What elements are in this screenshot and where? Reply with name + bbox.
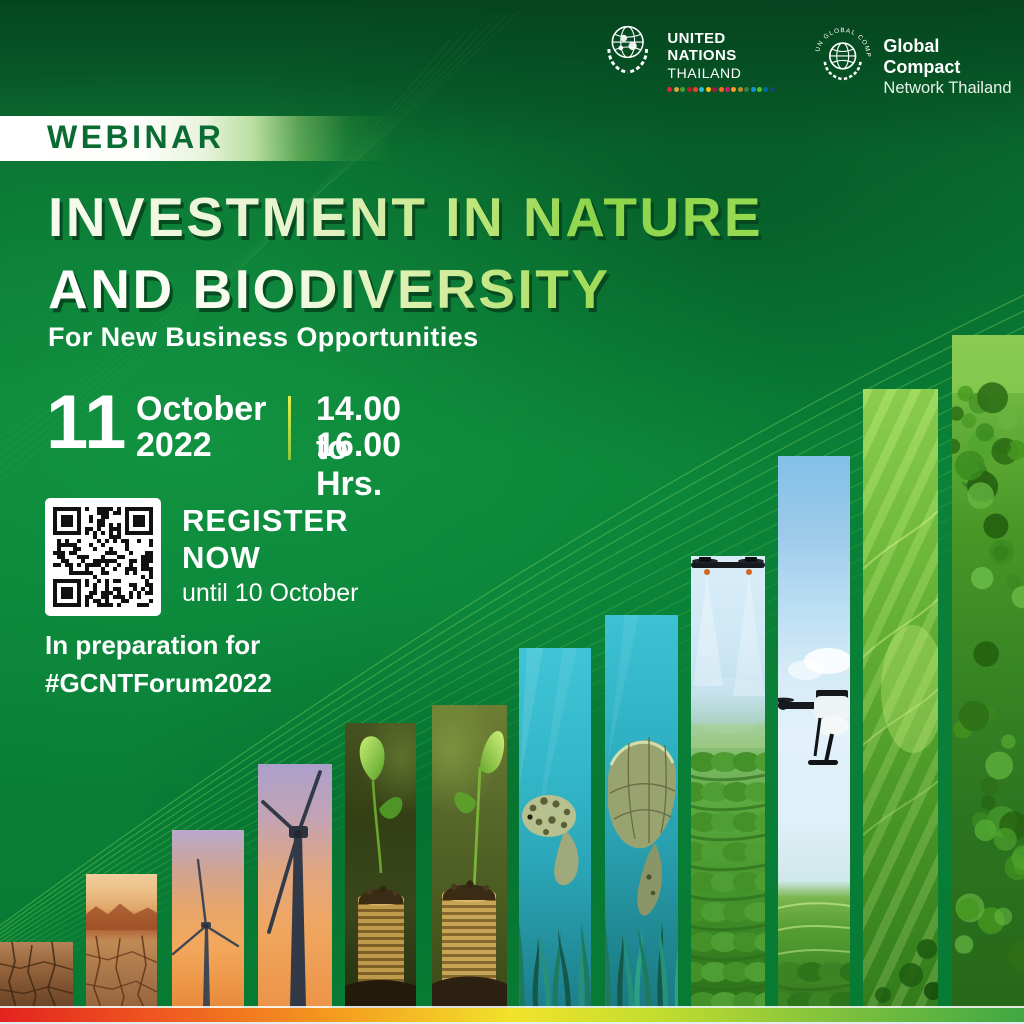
sdg-dot xyxy=(718,87,724,92)
sdg-dot xyxy=(712,87,718,92)
footer-gradient-strip xyxy=(0,1008,1024,1022)
footer-strip-bottom-edge xyxy=(0,1022,1024,1024)
un-country: THAILAND xyxy=(667,65,742,81)
sdg-color-dots xyxy=(667,87,798,92)
photo-bar-cracked-dry-earth xyxy=(0,942,73,1008)
preparation-line1: In preparation for xyxy=(45,630,261,660)
registration-qr-code[interactable] xyxy=(45,498,161,616)
register-line2: NOW xyxy=(182,540,261,575)
sdg-dot xyxy=(744,87,750,92)
gc-name: Global Compact xyxy=(883,36,961,77)
photo-bar-green-hillside-terraces xyxy=(863,389,938,1008)
event-time-start: 14.00 to xyxy=(316,390,402,467)
preparation-hashtag: #GCNTForum2022 xyxy=(45,668,272,698)
register-line1: REGISTER xyxy=(182,503,349,538)
sdg-dot xyxy=(763,87,769,92)
webinar-ribbon: WEBINAR xyxy=(0,116,395,161)
sdg-dot xyxy=(769,87,775,92)
sdg-dot xyxy=(686,87,692,92)
sdg-dot xyxy=(756,87,762,92)
photo-bar-sea-turtle-head-underwater xyxy=(519,648,591,1008)
qr-code-graphic xyxy=(53,507,153,607)
sdg-dot xyxy=(667,87,673,92)
event-day: 11 xyxy=(46,380,127,465)
photo-bar-wind-turbine-closeup-sunset xyxy=(258,764,332,1008)
photo-bar-forest-canopy xyxy=(952,335,1024,1008)
title-line2-shadow: AND BIODIVERSITY xyxy=(51,260,614,326)
title-line1: INVESTMENT IN NATURE xyxy=(48,186,764,248)
global-compact-emblem-icon: UN GLOBAL COMPACT xyxy=(812,18,870,81)
subtitle: For New Business Opportunities xyxy=(48,322,479,352)
photo-bar-cracked-earth-mountains xyxy=(86,874,157,1008)
page-title: INVESTMENT IN NATURE INVESTMENT IN NATUR… xyxy=(48,184,766,328)
title-line1-shadow: INVESTMENT IN NATURE xyxy=(51,188,766,254)
sdg-dot xyxy=(724,87,730,92)
sdg-dot xyxy=(673,87,679,92)
footer-strip-highlight xyxy=(0,1006,1024,1008)
un-emblem-icon xyxy=(607,25,648,74)
event-year: 2022 xyxy=(136,426,212,464)
photo-bar-coin-stack-seedling-dark xyxy=(345,723,416,1008)
un-thailand-logo: UNITED NATIONS THAILAND xyxy=(600,18,798,92)
gc-network: Network Thailand xyxy=(883,79,1012,97)
event-month: October xyxy=(136,390,267,428)
sdg-dot xyxy=(750,87,756,92)
un-name: UNITED NATIONS xyxy=(667,30,737,64)
sdg-dot xyxy=(705,87,711,92)
webinar-label: WEBINAR xyxy=(47,119,225,155)
photo-bar-coin-stack-seedling xyxy=(432,705,507,1008)
sdg-dot xyxy=(731,87,737,92)
photo-bar-drone-irrigation-tea-field xyxy=(691,556,765,1008)
title-line2: AND BIODIVERSITY xyxy=(48,258,611,320)
sdg-dot xyxy=(692,87,698,92)
register-deadline: until 10 October xyxy=(182,579,359,607)
photo-bar-wind-turbine-sunset xyxy=(172,830,244,1008)
photo-bar-sea-turtle-shell-seagrass xyxy=(605,615,678,1008)
event-time-end: 16.00 Hrs. xyxy=(316,426,402,503)
global-compact-logo: UN GLOBAL COMPACT Global Compact Network… xyxy=(812,18,1020,98)
sdg-dot xyxy=(737,87,743,92)
header-logos: UNITED NATIONS THAILAND UN GLOBAL COMPAC… xyxy=(600,18,1020,97)
sdg-dot xyxy=(699,87,705,92)
datetime-divider xyxy=(288,396,291,460)
register-now-block[interactable]: REGISTER NOW until 10 October xyxy=(182,502,359,608)
sdg-dot xyxy=(680,87,686,92)
photo-bar-agricultural-drone-sky xyxy=(778,456,850,1008)
preparation-note: In preparation for #GCNTForum2022 xyxy=(45,626,272,702)
